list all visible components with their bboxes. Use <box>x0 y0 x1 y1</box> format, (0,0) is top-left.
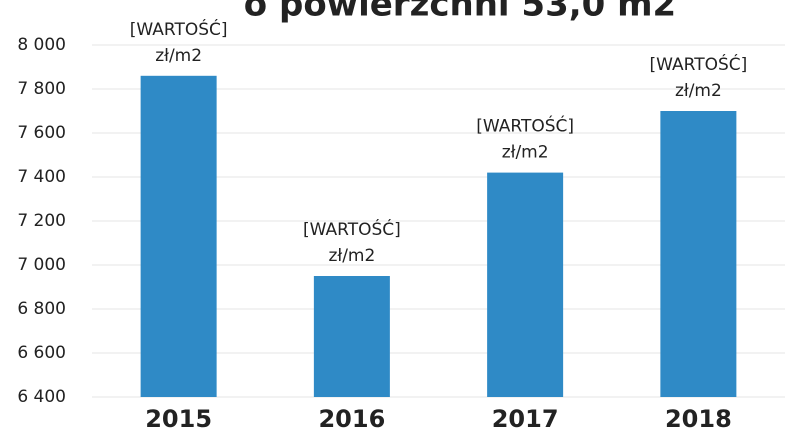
bar <box>313 276 390 397</box>
bar <box>660 111 737 397</box>
x-tick-label: 2017 <box>492 405 559 433</box>
data-label: [WARTOŚĆ] <box>476 115 574 137</box>
data-label: [WARTOŚĆ] <box>649 53 747 75</box>
y-tick-label: 7 400 <box>17 167 66 187</box>
data-label: [WARTOŚĆ] <box>303 218 401 240</box>
data-label: zł/m2 <box>155 46 202 66</box>
y-tick-label: 6 800 <box>17 299 66 319</box>
y-tick-label: 7 600 <box>17 123 66 143</box>
data-label: zł/m2 <box>328 246 375 266</box>
data-label: zł/m2 <box>502 143 549 163</box>
bar <box>487 172 564 397</box>
data-label: [WARTOŚĆ] <box>130 18 228 40</box>
y-tick-label: 7 000 <box>17 255 66 275</box>
bar <box>140 75 217 398</box>
x-tick-label: 2015 <box>145 405 212 433</box>
y-tick-label: 7 200 <box>17 211 66 231</box>
y-tick-label: 6 600 <box>17 343 66 363</box>
data-label: zł/m2 <box>675 81 722 101</box>
chart-title: o powierzchni 53,0 m2 <box>244 0 676 25</box>
x-tick-label: 2018 <box>665 405 732 433</box>
y-tick-label: 7 800 <box>17 79 66 99</box>
y-tick-label: 8 000 <box>17 35 66 55</box>
y-tick-label: 6 400 <box>17 387 66 407</box>
x-tick-label: 2016 <box>318 405 385 433</box>
